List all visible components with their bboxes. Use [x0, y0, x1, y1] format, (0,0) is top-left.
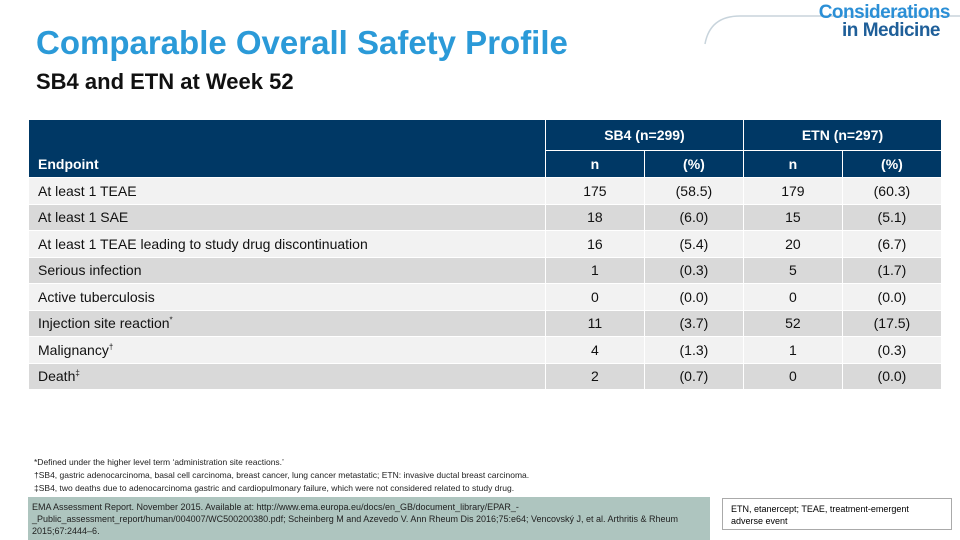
table-row: At least 1 SAE 18 (6.0) 15 (5.1): [28, 203, 943, 231]
abbreviations: ETN, etanercept; TEAE, treatment-emergen…: [722, 498, 952, 530]
endpoint-cell: At least 1 TEAE: [28, 177, 546, 205]
value-cell: 1: [544, 256, 645, 284]
value-cell: (0.0): [841, 283, 943, 311]
group-header: ETN (n=297): [742, 119, 943, 151]
footnote-mark: *: [169, 315, 173, 325]
endpoint-label: Death: [38, 368, 76, 385]
value-cell: 4: [544, 336, 645, 364]
endpoint-label: At least 1 SAE: [38, 209, 129, 226]
value-cell: (0.7): [643, 362, 744, 390]
value-cell: 52: [742, 309, 843, 337]
table-row: At least 1 TEAE 175 (58.5) 179 (60.3): [28, 177, 943, 205]
header-row: Endpoint SB4 (n=299) ETN (n=297): [28, 119, 943, 178]
table-row: Injection site reaction* 11 (3.7) 52 (17.5): [28, 309, 943, 337]
sub-header: n: [742, 150, 843, 178]
header-cell: Endpoint: [28, 119, 546, 178]
logo-line: in Medicine: [842, 20, 940, 41]
table-row: Active tuberculosis 0 (0.0) 0 (0.0): [28, 283, 943, 311]
logo-line: Considerations: [818, 2, 951, 23]
value-cell: 0: [742, 362, 843, 390]
table-row: Serious infection 1 (0.3) 5 (1.7): [28, 256, 943, 284]
value-cell: 15: [742, 203, 843, 231]
sub-header: (%): [643, 150, 744, 178]
value-cell: (6.0): [643, 203, 744, 231]
footnote: *Defined under the higher level term ‘ad…: [34, 457, 284, 467]
value-cell: (0.0): [841, 362, 943, 390]
value-cell: (17.5): [841, 309, 943, 337]
header-row: n (%) n (%): [29, 150, 943, 178]
endpoint-cell: Active tuberculosis: [28, 283, 546, 311]
value-cell: (58.5): [643, 177, 744, 205]
endpoint-cell: At least 1 TEAE leading to study drug di…: [28, 230, 546, 258]
logo-swoosh: [704, 15, 960, 45]
logo: Considerations in Medicine: [770, 2, 951, 41]
footnote: ‡SB4, two deaths due to adenocarcinoma g…: [34, 483, 515, 493]
group-header: SB4 (n=299): [544, 119, 744, 151]
value-cell: 179: [742, 177, 843, 205]
table-row: Death‡ 2 (0.7) 0 (0.0): [28, 362, 943, 390]
endpoint-label: At least 1 TEAE leading to study drug di…: [38, 235, 368, 252]
value-cell: (5.4): [643, 230, 744, 258]
table-row: At least 1 TEAE leading to study drug di…: [28, 230, 943, 258]
value-cell: 1: [742, 336, 843, 364]
value-cell: 11: [544, 309, 645, 337]
value-cell: (0.0): [643, 283, 744, 311]
footnote-mark: †: [108, 342, 114, 352]
value-cell: 175: [544, 177, 645, 205]
value-cell: (0.3): [643, 256, 744, 284]
value-cell: 16: [544, 230, 645, 258]
sub-header: (%): [841, 150, 943, 178]
value-cell: 0: [742, 283, 843, 311]
value-cell: (5.1): [841, 203, 943, 231]
title: Comparable Overall Safety Profile: [36, 24, 568, 61]
subtitle: SB4 and ETN at Week 52: [36, 69, 294, 94]
value-cell: (1.3): [643, 336, 744, 364]
footnote-mark: ‡: [75, 368, 80, 378]
value-cell: 2: [544, 362, 645, 390]
value-cell: (1.7): [841, 256, 943, 284]
endpoint-label: Active tuberculosis: [38, 288, 155, 305]
value-cell: 20: [742, 230, 843, 258]
sub-header: n: [544, 150, 645, 178]
endpoint-label: Injection site reaction: [38, 315, 170, 332]
safety-table: Endpoint SB4 (n=299) ETN (n=297) n (%) n (%) At…: [28, 119, 943, 390]
table-row: Malignancy† 4 (1.3) 1 (0.3): [28, 336, 943, 364]
endpoint-cell: Serious infection: [28, 256, 546, 284]
endpoint-label: Serious infection: [38, 262, 142, 279]
endpoint-cell: Malignancy†: [28, 336, 546, 364]
endpoint-label: At least 1 TEAE: [38, 182, 137, 199]
value-cell: (6.7): [841, 230, 943, 258]
endpoint-cell: Death‡: [28, 362, 546, 390]
endpoint-cell: At least 1 SAE: [28, 203, 546, 231]
value-cell: (60.3): [841, 177, 943, 205]
references: EMA Assessment Report. November 2015. Av…: [28, 497, 710, 540]
value-cell: 5: [742, 256, 843, 284]
endpoint-cell: Injection site reaction*: [28, 309, 546, 337]
value-cell: 18: [544, 203, 645, 231]
footnotes: *Defined under the higher level term ‘ad…: [34, 456, 529, 495]
value-cell: (0.3): [841, 336, 943, 364]
endpoint-label: Malignancy: [38, 341, 109, 358]
value-cell: (3.7): [643, 309, 744, 337]
footnote: †SB4, gastric adenocarcinoma, basal cell…: [34, 470, 530, 480]
value-cell: 0: [544, 283, 645, 311]
